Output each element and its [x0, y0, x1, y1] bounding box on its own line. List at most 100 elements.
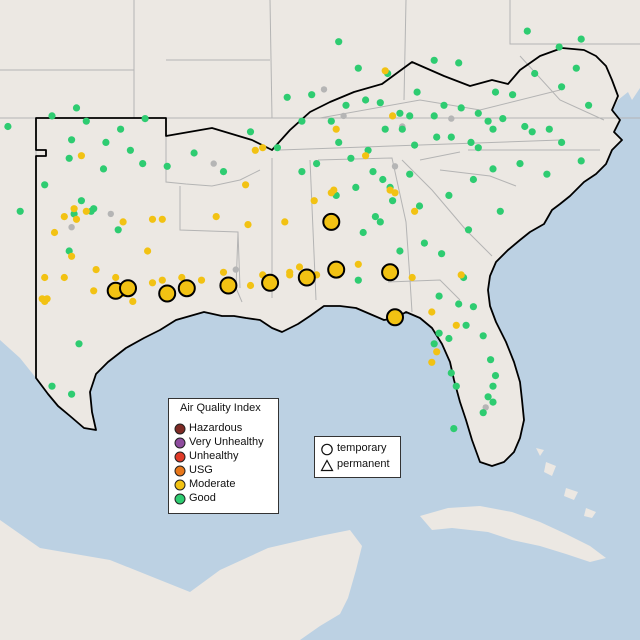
monitor-marker-good[interactable]: [371, 213, 379, 221]
monitor-marker-good[interactable]: [469, 175, 477, 184]
monitor-marker-good[interactable]: [487, 356, 495, 364]
monitor-marker-good[interactable]: [558, 83, 566, 91]
monitor-marker-moderate[interactable]: [389, 112, 397, 120]
temporary-monitor-marker-moderate[interactable]: [297, 268, 316, 287]
monitor-marker-good[interactable]: [359, 228, 367, 237]
monitor-marker-inactive[interactable]: [210, 160, 217, 167]
monitor-marker-good[interactable]: [396, 109, 404, 117]
monitor-marker-moderate[interactable]: [90, 287, 98, 295]
monitor-marker-moderate[interactable]: [281, 218, 289, 226]
monitor-marker-good[interactable]: [479, 332, 487, 340]
monitor-marker-inactive[interactable]: [320, 86, 328, 93]
monitor-marker-good[interactable]: [398, 125, 406, 133]
monitor-marker-good[interactable]: [389, 197, 397, 205]
monitor-marker-moderate[interactable]: [68, 252, 76, 260]
monitor-marker-moderate[interactable]: [60, 273, 68, 282]
monitor-marker-good[interactable]: [376, 99, 384, 107]
monitor-marker-good[interactable]: [521, 122, 529, 131]
monitor-marker-good[interactable]: [577, 35, 585, 43]
monitor-marker-good[interactable]: [48, 112, 56, 120]
monitor-marker-good[interactable]: [335, 138, 343, 146]
monitor-marker-good[interactable]: [464, 226, 473, 234]
monitor-marker-moderate[interactable]: [92, 266, 100, 274]
monitor-marker-good[interactable]: [415, 202, 424, 210]
monitor-marker-good[interactable]: [545, 125, 553, 133]
monitor-marker-good[interactable]: [440, 101, 448, 109]
monitor-marker-moderate[interactable]: [457, 271, 465, 279]
monitor-marker-good[interactable]: [531, 69, 539, 78]
monitor-marker-good[interactable]: [558, 138, 566, 146]
monitor-marker-moderate[interactable]: [144, 247, 152, 255]
monitor-marker-good[interactable]: [246, 128, 255, 136]
monitor-marker-good[interactable]: [342, 101, 350, 109]
monitor-marker-good[interactable]: [313, 160, 321, 168]
monitor-marker-good[interactable]: [273, 144, 281, 152]
monitor-marker-moderate[interactable]: [246, 281, 255, 290]
monitor-marker-moderate[interactable]: [259, 144, 267, 152]
monitor-marker-good[interactable]: [99, 165, 108, 173]
monitor-marker-good[interactable]: [528, 128, 536, 136]
monitor-marker-good[interactable]: [68, 390, 76, 398]
monitor-marker-moderate[interactable]: [428, 308, 436, 316]
monitor-marker-good[interactable]: [126, 146, 134, 154]
monitor-marker-moderate[interactable]: [295, 263, 304, 271]
monitor-marker-moderate[interactable]: [158, 276, 166, 284]
monitor-marker-moderate[interactable]: [354, 260, 362, 268]
monitor-marker-good[interactable]: [474, 144, 482, 152]
monitor-marker-moderate[interactable]: [77, 152, 85, 160]
monitor-marker-good[interactable]: [354, 64, 362, 72]
monitor-marker-moderate[interactable]: [178, 273, 186, 282]
monitor-marker-moderate[interactable]: [197, 276, 206, 284]
monitor-marker-inactive[interactable]: [448, 115, 455, 122]
monitor-marker-good[interactable]: [65, 154, 73, 162]
monitor-marker-moderate[interactable]: [332, 125, 340, 133]
monitor-marker-good[interactable]: [489, 398, 497, 406]
monitor-marker-moderate[interactable]: [381, 67, 389, 75]
monitor-marker-inactive[interactable]: [340, 112, 347, 120]
monitor-marker-good[interactable]: [469, 303, 477, 311]
temporary-monitor-marker-moderate[interactable]: [219, 276, 238, 295]
monitor-marker-good[interactable]: [496, 207, 504, 215]
monitor-marker-good[interactable]: [411, 141, 419, 149]
monitor-marker-good[interactable]: [508, 91, 517, 99]
monitor-marker-good[interactable]: [406, 112, 414, 120]
temporary-monitor-marker-moderate[interactable]: [327, 260, 346, 279]
monitor-marker-moderate[interactable]: [148, 215, 157, 223]
monitor-marker-moderate[interactable]: [43, 295, 51, 303]
monitor-marker-good[interactable]: [484, 393, 492, 401]
temporary-monitor-marker-moderate[interactable]: [119, 279, 137, 298]
monitor-marker-good[interactable]: [327, 117, 335, 125]
monitor-marker-good[interactable]: [102, 138, 110, 146]
monitor-marker-good[interactable]: [308, 91, 316, 99]
monitor-marker-moderate[interactable]: [60, 213, 68, 221]
monitor-marker-moderate[interactable]: [330, 186, 338, 194]
monitor-marker-good[interactable]: [16, 207, 24, 215]
monitor-marker-good[interactable]: [474, 109, 482, 117]
temporary-monitor-marker-moderate[interactable]: [322, 212, 341, 231]
monitor-marker-good[interactable]: [298, 168, 306, 176]
monitor-marker-good[interactable]: [117, 125, 125, 133]
monitor-marker-good[interactable]: [376, 218, 384, 226]
monitor-marker-good[interactable]: [141, 115, 149, 123]
monitor-marker-good[interactable]: [48, 382, 56, 390]
monitor-marker-good[interactable]: [455, 59, 463, 67]
monitor-marker-good[interactable]: [450, 425, 458, 433]
monitor-marker-moderate[interactable]: [286, 268, 294, 276]
monitor-marker-good[interactable]: [298, 117, 306, 125]
monitor-marker-moderate[interactable]: [433, 348, 441, 356]
monitor-marker-good[interactable]: [75, 340, 83, 348]
monitor-marker-good[interactable]: [406, 170, 414, 178]
monitor-marker-good[interactable]: [4, 122, 12, 131]
monitor-marker-moderate[interactable]: [41, 273, 49, 282]
monitor-marker-moderate[interactable]: [219, 268, 228, 276]
monitor-marker-good[interactable]: [219, 168, 228, 176]
monitor-marker-good[interactable]: [489, 125, 497, 133]
monitor-marker-moderate[interactable]: [411, 207, 419, 215]
monitor-marker-good[interactable]: [163, 162, 171, 170]
monitor-marker-good[interactable]: [430, 56, 438, 64]
monitor-marker-good[interactable]: [523, 27, 531, 35]
monitor-marker-good[interactable]: [77, 197, 85, 205]
monitor-marker-good[interactable]: [489, 165, 497, 173]
monitor-marker-moderate[interactable]: [50, 228, 59, 237]
